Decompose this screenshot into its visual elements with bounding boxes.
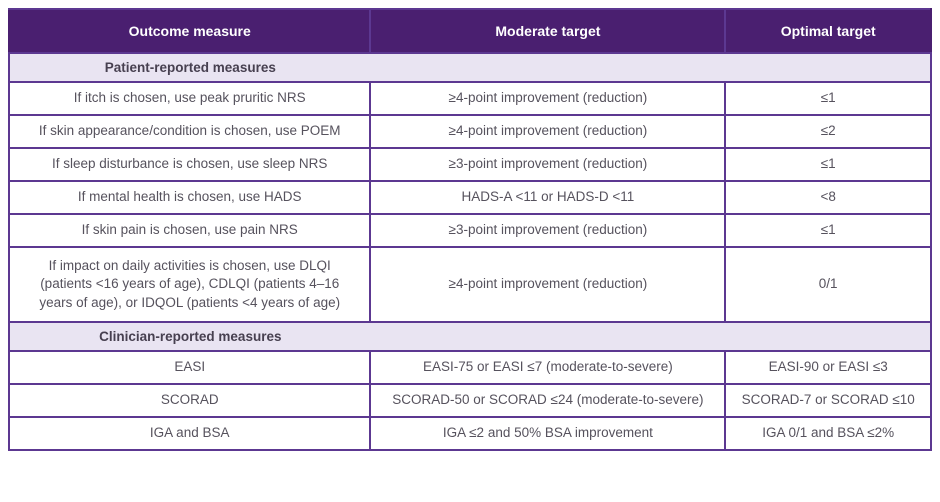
section-title: Patient-reported measures [104, 60, 276, 75]
cell-outcome-measure: If sleep disturbance is chosen, use slee… [7, 147, 372, 182]
cell-outcome-measure: IGA and BSA [7, 416, 372, 451]
cell-outcome-measure: If skin appearance/condition is chosen, … [7, 114, 372, 149]
cell-moderate-target: HADS-A <11 or HADS-D <11 [369, 180, 727, 215]
cell-optimal-target: ≤2 [724, 114, 932, 149]
cell-moderate-target: EASI-75 or EASI ≤7 (moderate-to-severe) [369, 350, 727, 385]
section-row-clinician-reported: Clinician-reported measures [8, 321, 932, 352]
cell-optimal-target: IGA 0/1 and BSA ≤2% [724, 416, 932, 451]
cell-moderate-target: SCORAD-50 or SCORAD ≤24 (moderate-to-sev… [369, 383, 727, 418]
cell-outcome-measure: SCORAD [7, 383, 372, 418]
column-header-outcome-measure: Outcome measure [7, 8, 372, 54]
cell-optimal-target: <8 [724, 180, 932, 215]
cell-optimal-target: 0/1 [724, 246, 932, 323]
cell-outcome-measure: EASI [7, 350, 372, 385]
section-row-patient-reported: Patient-reported measures [8, 52, 932, 83]
cell-moderate-target: ≥4-point improvement (reduction) [369, 246, 727, 323]
table-row: IGA and BSA IGA ≤2 and 50% BSA improveme… [7, 416, 932, 451]
cell-outcome-measure: If mental health is chosen, use HADS [7, 180, 372, 215]
cell-optimal-target: SCORAD-7 or SCORAD ≤10 [724, 383, 932, 418]
table-row: If impact on daily activities is chosen,… [7, 246, 932, 323]
column-header-optimal-target: Optimal target [724, 8, 932, 54]
cell-optimal-target: ≤1 [724, 147, 932, 182]
cell-optimal-target: EASI-90 or EASI ≤3 [724, 350, 932, 385]
cell-moderate-target: ≥4-point improvement (reduction) [369, 114, 727, 149]
column-header-moderate-target: Moderate target [369, 8, 727, 54]
cell-outcome-measure: If itch is chosen, use peak pruritic NRS [7, 81, 372, 116]
cell-outcome-measure: If impact on daily activities is chosen,… [7, 246, 372, 323]
cell-optimal-target: ≤1 [724, 81, 932, 116]
header-row: Outcome measure Moderate target Optimal … [7, 8, 932, 54]
cell-moderate-target: ≥3-point improvement (reduction) [369, 147, 727, 182]
table-row: If skin pain is chosen, use pain NRS ≥3-… [7, 213, 932, 248]
table-row: EASI EASI-75 or EASI ≤7 (moderate-to-sev… [7, 350, 932, 385]
cell-optimal-target: ≤1 [724, 213, 932, 248]
cell-outcome-measure: If skin pain is chosen, use pain NRS [7, 213, 372, 248]
table-row: SCORAD SCORAD-50 or SCORAD ≤24 (moderate… [7, 383, 932, 418]
cell-moderate-target: ≥4-point improvement (reduction) [369, 81, 727, 116]
treatment-targets-table: Outcome measure Moderate target Optimal … [7, 8, 932, 451]
table-row: If skin appearance/condition is chosen, … [7, 114, 932, 149]
section-title: Clinician-reported measures [99, 329, 282, 344]
cell-moderate-target: ≥3-point improvement (reduction) [369, 213, 727, 248]
table-row: If mental health is chosen, use HADS HAD… [7, 180, 932, 215]
table-row: If sleep disturbance is chosen, use slee… [7, 147, 932, 182]
cell-moderate-target: IGA ≤2 and 50% BSA improvement [369, 416, 727, 451]
table-row: If itch is chosen, use peak pruritic NRS… [7, 81, 932, 116]
